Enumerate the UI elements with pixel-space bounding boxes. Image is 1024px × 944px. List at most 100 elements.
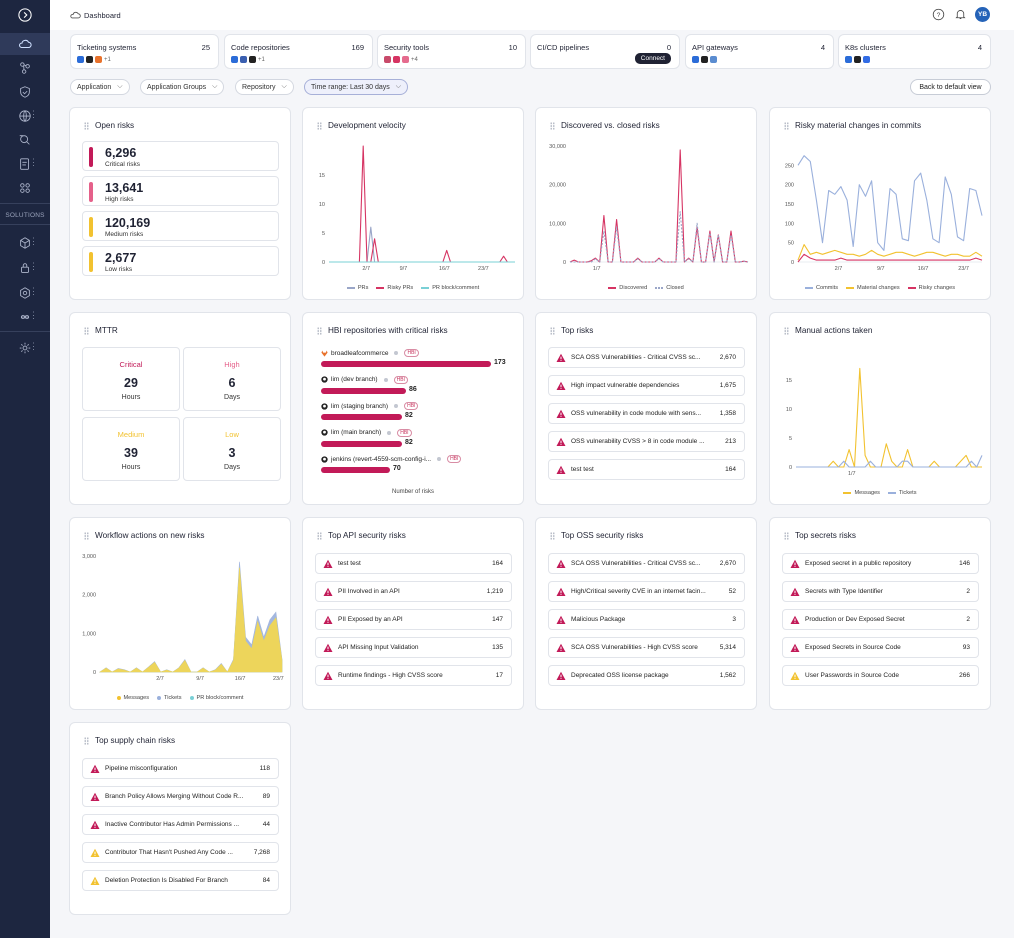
hbi-badge: HBI <box>404 402 419 410</box>
mttr-low[interactable]: Low 3 Days <box>183 417 281 481</box>
integration-code-repos[interactable]: Code repositories 169 +1 <box>224 34 373 69</box>
sidebar-item-reports[interactable]: ⋮ <box>0 153 50 175</box>
avatar[interactable]: YB <box>975 7 990 22</box>
risk-row[interactable]: Exposed secret in a public repository 146 <box>782 553 979 574</box>
sidebar-item-shield[interactable] <box>0 81 50 103</box>
risk-row[interactable]: API Missing Input Validation 135 <box>315 637 512 658</box>
risk-row[interactable]: PII Exposed by an API 147 <box>315 609 512 630</box>
risk-row[interactable]: PII Involved in an API 1,219 <box>315 581 512 602</box>
sidebar-item-settings[interactable]: ⋮ <box>0 337 50 359</box>
chart-legend: Commits Material changes Risky changes <box>770 285 990 291</box>
sidebar-item-globe[interactable]: ⋮ <box>0 105 50 127</box>
hbi-repo-row[interactable]: lim (staging branch) HBI 82 <box>321 402 511 426</box>
risk-row[interactable]: High impact vulnerable dependencies 1,675 <box>548 375 745 396</box>
risk-row[interactable]: Exposed Secrets in Source Code 93 <box>782 637 979 658</box>
risk-count: 13,641 <box>105 181 144 195</box>
risk-row[interactable]: SCA OSS Vulnerabilities - Critical CVSS … <box>548 553 745 574</box>
drag-handle-icon[interactable] <box>317 121 322 130</box>
hbi-repo-row[interactable]: broadleafcommerce HBI 173 <box>321 349 511 373</box>
line-series <box>796 367 982 468</box>
mttr-label: Medium <box>117 430 145 439</box>
legend-label: PR block/comment <box>432 285 480 291</box>
integration-count: 4 <box>820 43 825 52</box>
chart-legend: Discovered Closed <box>536 285 756 291</box>
risk-row[interactable]: User Passwords in Source Code 266 <box>782 665 979 686</box>
drag-handle-icon[interactable] <box>550 326 555 335</box>
mttr-medium[interactable]: Medium 39 Hours <box>82 417 180 481</box>
risk-row[interactable]: Pipeline misconfiguration 118 <box>82 758 279 779</box>
drag-handle-icon[interactable] <box>84 326 89 335</box>
mttr-critical[interactable]: Critical 29 Hours <box>82 347 180 411</box>
application-groups-filter[interactable]: Application Groups ⌵ <box>140 79 225 95</box>
risk-row[interactable]: Contributor That Hasn't Pushed Any Code … <box>82 842 279 863</box>
integration-cicd[interactable]: CI/CD pipelines 0 Connect <box>530 34 680 69</box>
sidebar-item-search[interactable] <box>0 129 50 151</box>
application-filter[interactable]: Application ⌵ <box>70 79 130 95</box>
risk-row[interactable]: Production or Dev Exposed Secret 2 <box>782 609 979 630</box>
low-risks-box[interactable]: 2,677 Low risks <box>82 246 279 276</box>
risk-row[interactable]: test test 164 <box>548 459 745 480</box>
sidebar-item-infinity[interactable]: ⋮ <box>0 306 50 328</box>
risk-row[interactable]: OSS vulnerability in code module with se… <box>548 403 745 424</box>
drag-handle-icon[interactable] <box>84 531 89 540</box>
y-tick-label: 250 <box>785 163 794 169</box>
drag-handle-icon[interactable] <box>317 326 322 335</box>
drag-handle-icon[interactable] <box>550 121 555 130</box>
risk-row[interactable]: Branch Policy Allows Merging Without Cod… <box>82 786 279 807</box>
help-icon[interactable]: ? <box>932 8 945 21</box>
sidebar-item-gear-hex[interactable]: ⋮ <box>0 282 50 304</box>
widget-title: Top secrets risks <box>795 531 856 540</box>
risk-row[interactable]: Deprecated OSS license package 1,562 <box>548 665 745 686</box>
time-range-filter[interactable]: Time range: Last 30 days ⌵ <box>304 79 409 95</box>
back-to-default-view-button[interactable]: Back to default view <box>910 79 991 95</box>
sidebar-item-graph[interactable] <box>0 57 50 79</box>
drag-handle-icon[interactable] <box>550 531 555 540</box>
drag-handle-icon[interactable] <box>84 736 89 745</box>
bitbucket-icon <box>231 56 238 63</box>
integration-ticketing[interactable]: Ticketing systems 25 +1 <box>70 34 219 69</box>
risk-row[interactable]: SCA OSS Vulnerabilities - High CVSS scor… <box>548 637 745 658</box>
x-tick-label: 9/7 <box>400 266 408 272</box>
risk-row[interactable]: High/Critical severity CVE in an interne… <box>548 581 745 602</box>
sidebar-item-lock[interactable]: ⋮ <box>0 257 50 279</box>
sidebar-item-cube[interactable]: ⋮ <box>0 232 50 254</box>
sidebar-item-dashboard[interactable] <box>0 33 50 55</box>
critical-risks-box[interactable]: 6,296 Critical risks <box>82 141 279 171</box>
risk-row[interactable]: SCA OSS Vulnerabilities - Critical CVSS … <box>548 347 745 368</box>
risk-row[interactable]: Secrets with Type Identifier 2 <box>782 581 979 602</box>
expand-sidebar-icon[interactable] <box>0 4 50 26</box>
risk-row[interactable]: Deletion Protection Is Disabled For Bran… <box>82 870 279 891</box>
hbi-value: 173 <box>494 359 506 366</box>
risk-row[interactable]: Inactive Contributor Has Admin Permissio… <box>82 814 279 835</box>
risk-row[interactable]: Runtime findings - High CVSS score 17 <box>315 665 512 686</box>
high-risks-box[interactable]: 13,641 High risks <box>82 176 279 206</box>
integration-api-gateways[interactable]: API gateways 4 <box>685 34 834 69</box>
drag-handle-icon[interactable] <box>317 531 322 540</box>
status-dot <box>387 430 392 435</box>
y-tick-label: 10,000 <box>549 221 566 227</box>
hbi-repo-row[interactable]: lim (main branch) HBI 82 <box>321 428 511 453</box>
mttr-high[interactable]: High 6 Days <box>183 347 281 411</box>
legend-label: Discovered <box>619 285 648 291</box>
connect-button[interactable]: Connect <box>634 53 671 64</box>
legend-swatch <box>421 287 430 289</box>
risk-row[interactable]: Malicious Package 3 <box>548 609 745 630</box>
hbi-repo-row[interactable]: lim (dev branch) HBI 86 <box>321 375 511 400</box>
shield-icon <box>20 86 30 98</box>
hbi-repo-row[interactable]: jenkins (revert-4559-scm-config-i... HBI 7… <box>321 455 511 479</box>
integration-security-tools[interactable]: Security tools 10 +4 <box>377 34 526 69</box>
risk-row[interactable]: test test 164 <box>315 553 512 574</box>
risk-name: Deletion Protection Is Disabled For Bran… <box>105 877 228 884</box>
notifications-icon[interactable] <box>954 8 967 21</box>
risk-row[interactable]: OSS vulnerability CVSS > 8 in code modul… <box>548 431 745 452</box>
medium-risks-box[interactable]: 120,169 Medium risks <box>82 211 279 241</box>
drag-handle-icon[interactable] <box>784 531 789 540</box>
drag-handle-icon[interactable] <box>84 121 89 130</box>
sidebar-item-apps[interactable] <box>0 177 50 199</box>
repository-filter[interactable]: Repository ⌵ <box>235 79 294 95</box>
status-dot <box>394 351 399 355</box>
tool-icon <box>384 56 391 63</box>
integration-k8s[interactable]: K8s clusters 4 <box>838 34 991 69</box>
drag-handle-icon[interactable] <box>784 326 789 335</box>
drag-handle-icon[interactable] <box>784 121 789 130</box>
